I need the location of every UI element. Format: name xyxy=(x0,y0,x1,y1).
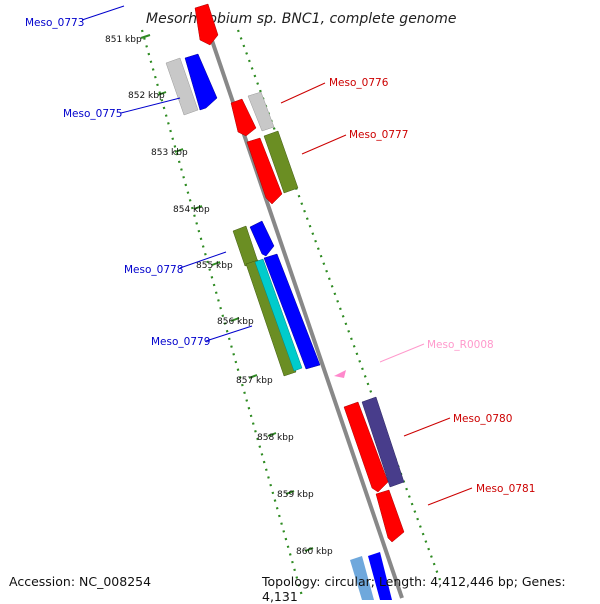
leader-line xyxy=(379,343,425,363)
leader-line xyxy=(179,251,227,269)
gene-arrow-grey[interactable] xyxy=(247,91,275,132)
leader-lines xyxy=(81,5,473,506)
gene-arrow-meso-0777[interactable] xyxy=(246,137,283,205)
tick-marks xyxy=(140,34,314,552)
tick-mark xyxy=(157,91,167,96)
gene-arrow-slate[interactable] xyxy=(361,396,405,488)
gene-label-meso-0778[interactable]: Meso_0778 xyxy=(124,264,183,276)
tick-mark xyxy=(140,34,151,39)
gene-arrow-grey[interactable] xyxy=(165,57,199,116)
accession-text: Accession: NC_008254 xyxy=(9,574,152,589)
tick-label: 855 kbp xyxy=(196,261,233,271)
tick-label: 854 kbp xyxy=(173,205,210,215)
gene-arrow-meso-r0008[interactable] xyxy=(334,370,346,378)
gene-label-meso-r0008[interactable]: Meso_R0008 xyxy=(427,339,494,351)
gene-arrow-meso-0775[interactable] xyxy=(184,53,218,111)
tick-mark xyxy=(230,317,240,322)
tick-labels: 851 kbp 852 kbp 853 kbp 854 kbp 855 kbp … xyxy=(105,35,333,557)
gene-label-meso-0773[interactable]: Meso_0773 xyxy=(25,17,84,29)
leader-line xyxy=(120,97,181,114)
tick-mark xyxy=(267,432,277,437)
leader-line xyxy=(280,82,326,104)
leader-line xyxy=(81,5,125,21)
gene-label-meso-0776[interactable]: Meso_0776 xyxy=(329,77,389,89)
tick-mark xyxy=(211,261,221,266)
tick-label: 858 kbp xyxy=(257,433,294,443)
leader-line xyxy=(301,134,347,155)
tick-label: 856 kbp xyxy=(217,317,254,327)
gene-arrow-meso-0781[interactable] xyxy=(375,489,405,543)
tick-mark xyxy=(193,205,203,210)
gene-label-meso-0779[interactable]: Meso_0779 xyxy=(151,336,210,348)
leader-line xyxy=(205,325,253,342)
tick-mark xyxy=(174,148,184,153)
gene-arrow-cyan[interactable] xyxy=(254,258,303,372)
tick-label: 857 kbp xyxy=(236,376,273,386)
leader-line xyxy=(427,487,473,506)
tick-label: 859 kbp xyxy=(277,490,314,500)
gene-arrow-red[interactable] xyxy=(194,3,219,46)
tick-mark xyxy=(248,374,258,379)
gene-label-meso-0780[interactable]: Meso_0780 xyxy=(453,413,512,425)
gene-arrow-meso-0780[interactable] xyxy=(343,401,389,493)
gene-features xyxy=(165,3,405,600)
tick-mark xyxy=(304,547,314,552)
tick-label: 860 kbp xyxy=(296,547,333,557)
gene-label-meso-0781[interactable]: Meso_0781 xyxy=(476,483,535,495)
tick-label: 853 kbp xyxy=(151,148,188,158)
tick-label: 852 kbp xyxy=(128,91,165,101)
genome-backbone xyxy=(203,19,404,599)
gene-arrow-blue[interactable] xyxy=(263,253,321,370)
gene-arrow-blue[interactable] xyxy=(368,552,392,600)
gene-arrow-meso-0776[interactable] xyxy=(230,98,257,137)
map-title: Mesorhizobium sp. BNC1, complete genome xyxy=(146,11,457,27)
gene-arrow-lightblue[interactable] xyxy=(350,556,374,600)
tick-label: 851 kbp xyxy=(105,35,142,45)
gene-arrow-meso-0778[interactable] xyxy=(249,220,275,257)
gene-label-meso-0777[interactable]: Meso_0777 xyxy=(349,129,408,141)
tick-mark xyxy=(285,490,295,495)
gene-label-meso-0775[interactable]: Meso_0775 xyxy=(63,108,122,120)
leader-line xyxy=(403,417,451,437)
gene-arrow-olive[interactable] xyxy=(263,130,299,194)
gene-arrow-meso-0779[interactable] xyxy=(245,259,297,377)
gene-labels: Meso_0773 Meso_0775 Meso_0776 Meso_0777 … xyxy=(25,17,535,495)
